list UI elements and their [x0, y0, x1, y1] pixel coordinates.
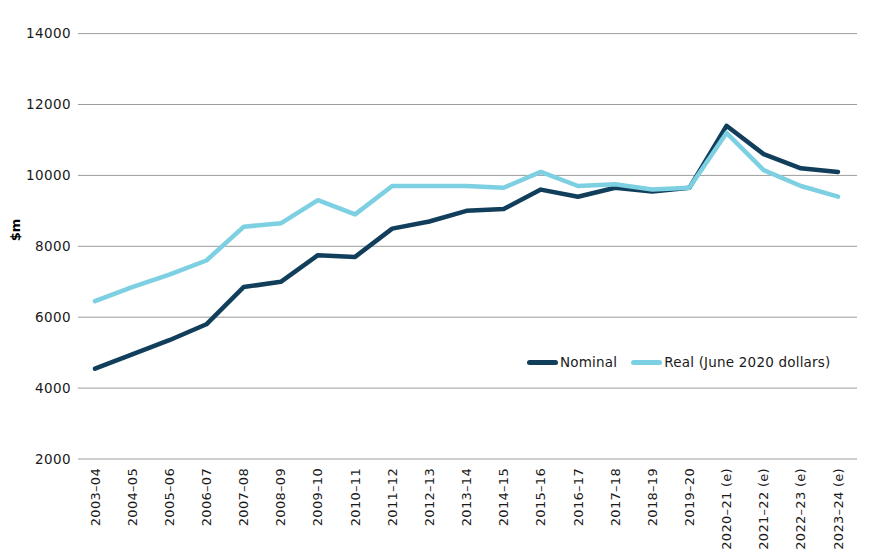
x-tick-label: 2010–11 [348, 468, 363, 526]
series-line-nominal [95, 126, 838, 369]
series-line-real-june-2020-dollars [95, 133, 838, 301]
chart-canvas: 2000 4000 6000 8000 10000 12000 14000 2003–04 20… [0, 0, 889, 560]
x-tick-label: 2014–15 [496, 468, 511, 526]
x-tick-label: 2007–08 [236, 468, 251, 526]
x-tick-label: 2006–07 [199, 468, 214, 526]
x-tick-label: 2013–14 [459, 468, 474, 526]
x-tick-label: 2017–18 [608, 468, 623, 526]
x-tick-label: 2015–16 [533, 468, 548, 526]
y-tick-label: 8000 [35, 238, 71, 254]
x-tick-label: 2005–06 [162, 468, 177, 526]
legend-item-nominal: Nominal [527, 354, 617, 370]
x-tick-label: 2019–20 [682, 468, 697, 526]
x-tick-label: 2008–09 [273, 468, 288, 526]
x-tick-label: 2004–05 [125, 468, 140, 526]
legend-swatch-nominal-line [527, 360, 558, 365]
y-tick-label: 12000 [26, 96, 71, 112]
legend-swatch-real-line [631, 360, 662, 365]
x-tick-label: 2009–10 [310, 468, 325, 526]
y-tick-label: 10000 [26, 167, 71, 183]
line-chart: 2000 4000 6000 8000 10000 12000 14000 2003–04 20… [0, 0, 889, 560]
legend-label-real: Real (June 2020 dollars) [664, 354, 830, 370]
y-tick-label: 2000 [35, 451, 71, 467]
x-tick-label: 2003–04 [88, 468, 103, 526]
x-tick-label: 2016–17 [571, 468, 586, 526]
legend-item-real: Real (June 2020 dollars) [631, 354, 830, 370]
x-tick-label: 2020–21 (e) [719, 468, 734, 550]
x-tick-label: 2012–13 [422, 468, 437, 526]
x-tick-label: 2022–23 (e) [793, 468, 808, 550]
y-tick-label: 14000 [26, 25, 71, 41]
x-tick-label: 2018–19 [645, 468, 660, 526]
y-tick-label: 4000 [35, 380, 71, 396]
y-axis-title: $m [8, 206, 24, 254]
x-tick-label: 2023–24 (e) [831, 468, 846, 550]
x-tick-label: 2021–22 (e) [756, 468, 771, 550]
chart-legend: Nominal Real (June 2020 dollars) [527, 353, 831, 371]
x-tick-label: 2011–12 [385, 468, 400, 526]
y-tick-label: 6000 [35, 309, 71, 325]
legend-label-nominal: Nominal [560, 354, 617, 370]
